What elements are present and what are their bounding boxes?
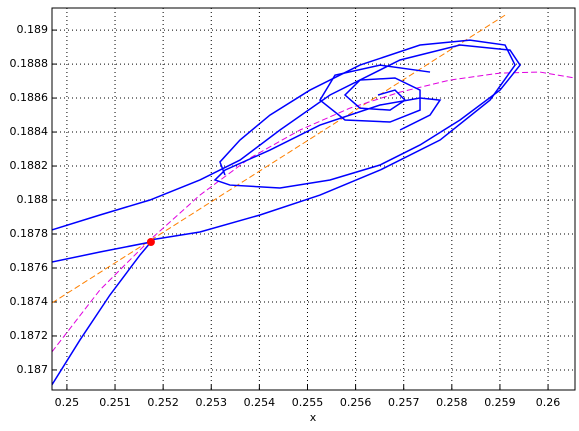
- x-tick-label: 0.258: [436, 396, 468, 409]
- x-tick-label: 0.251: [99, 396, 131, 409]
- y-tick-label: 0.187: [17, 363, 49, 376]
- x-tick-label: 0.256: [340, 396, 372, 409]
- x-tick-label: 0.259: [484, 396, 516, 409]
- y-tick-label: 0.1884: [10, 125, 49, 138]
- y-tick-label: 0.1874: [10, 295, 49, 308]
- x-tick-label: 0.257: [388, 396, 420, 409]
- y-tick-label: 0.1886: [10, 91, 49, 104]
- trajectory: [319, 64, 431, 123]
- trajectory: [149, 39, 516, 241]
- y-tick-label: 0.1888: [10, 57, 49, 70]
- x-axis-label: x: [310, 411, 317, 424]
- y-tick-label: 0.1878: [10, 227, 49, 240]
- x-tick-label: 0.254: [244, 396, 276, 409]
- nullcline: [52, 71, 575, 353]
- y-tick-label: 0.1872: [10, 329, 49, 342]
- y-tick-label: 0.1876: [10, 261, 49, 274]
- trajectory: [52, 241, 152, 263]
- x-tick-label: 0.25: [55, 396, 80, 409]
- plot-frame: [51, 7, 576, 391]
- trajectory: [52, 44, 521, 231]
- y-tick-label: 0.1882: [10, 159, 49, 172]
- x-tick-label: 0.26: [536, 396, 561, 409]
- x-tick-label: 0.252: [147, 396, 179, 409]
- x-tick-label: 0.255: [292, 396, 324, 409]
- x-tick-label: 0.253: [196, 396, 228, 409]
- equilibrium-point: [146, 237, 155, 246]
- y-tick-label: 0.188: [17, 193, 49, 206]
- trajectory: [52, 241, 152, 386]
- y-tick-label: 0.189: [17, 23, 49, 36]
